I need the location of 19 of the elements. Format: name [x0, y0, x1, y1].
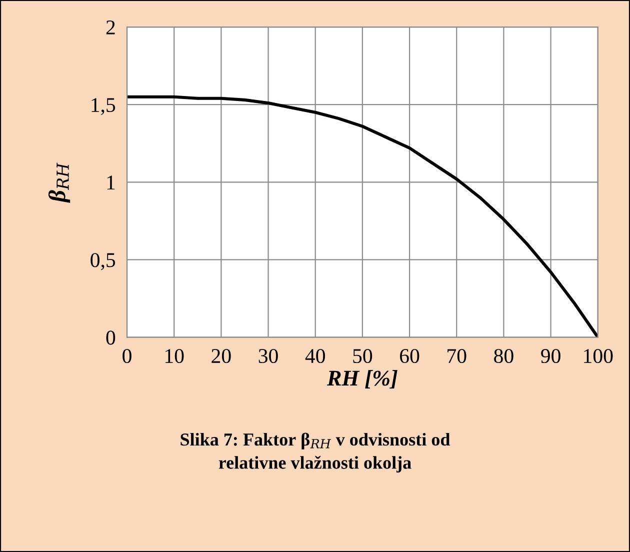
x-tick-label: 90 [541, 348, 560, 364]
y-tick-label: 2 [106, 20, 115, 34]
x-tick-label: 40 [305, 348, 325, 364]
text: Slika 7: Faktor β$_{RH}$ v odvisnosti od relativne vlažnosti okolja [180, 432, 450, 473]
y-tick-label: 1 [107, 176, 115, 190]
y-tick-label: 0 [106, 330, 116, 345]
y-tick-label: 0,5 [90, 253, 116, 270]
x-tick-label: 80 [494, 348, 514, 364]
x-tick-label: 30 [258, 348, 278, 364]
x-axis-title: RH [%] [326, 370, 398, 388]
y-axis-title: β$_{RH}$ [48, 162, 70, 203]
x-tick-label: 50 [353, 348, 372, 364]
x-tick-label: 100 [584, 348, 613, 364]
x-tick-label: 70 [448, 348, 466, 364]
x-tick-label: 0 [122, 348, 132, 364]
y-tick-label: 1,5 [92, 98, 116, 116]
x-tick-label: 60 [400, 348, 420, 364]
x-tick-label: 10 [166, 348, 184, 364]
x-tick-label: 20 [212, 348, 231, 364]
